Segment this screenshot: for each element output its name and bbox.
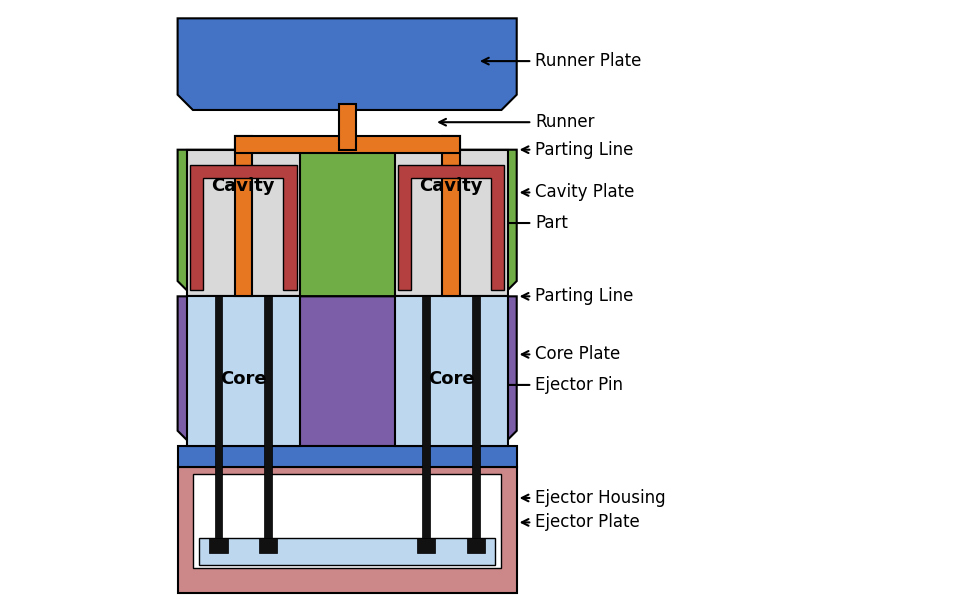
- Bar: [177, 446, 517, 467]
- Bar: [264, 296, 272, 538]
- Bar: [234, 136, 459, 153]
- Text: Ejector Housing: Ejector Housing: [521, 489, 665, 507]
- Bar: [234, 136, 252, 296]
- Bar: [193, 474, 501, 568]
- Bar: [177, 467, 517, 593]
- Text: Cavity: Cavity: [212, 177, 274, 196]
- Text: Parting Line: Parting Line: [521, 287, 633, 306]
- Bar: [209, 538, 228, 553]
- Bar: [187, 150, 299, 296]
- Bar: [395, 296, 507, 446]
- Bar: [442, 136, 459, 296]
- Text: Ejector Pin: Ejector Pin: [445, 376, 622, 394]
- Text: Core Plate: Core Plate: [521, 345, 619, 364]
- Text: Cavity Plate: Cavity Plate: [521, 183, 634, 202]
- Text: Parting Line: Parting Line: [521, 141, 633, 159]
- Bar: [395, 150, 507, 296]
- Text: Core: Core: [427, 370, 474, 387]
- Polygon shape: [177, 18, 517, 110]
- Bar: [214, 296, 222, 538]
- Text: Cavity: Cavity: [418, 177, 482, 196]
- Polygon shape: [397, 165, 504, 290]
- Bar: [466, 538, 484, 553]
- Bar: [187, 296, 299, 446]
- Polygon shape: [177, 150, 517, 296]
- Bar: [258, 538, 277, 553]
- Text: Part: Part: [445, 214, 567, 232]
- Bar: [338, 104, 355, 150]
- Text: Core: Core: [220, 370, 266, 387]
- Bar: [199, 538, 495, 565]
- Text: Runner: Runner: [439, 113, 594, 131]
- Bar: [416, 538, 435, 553]
- Bar: [472, 296, 479, 538]
- Text: Ejector Plate: Ejector Plate: [521, 513, 639, 532]
- Bar: [422, 296, 430, 538]
- Polygon shape: [190, 165, 296, 290]
- Polygon shape: [177, 296, 517, 446]
- Text: Runner Plate: Runner Plate: [481, 52, 640, 70]
